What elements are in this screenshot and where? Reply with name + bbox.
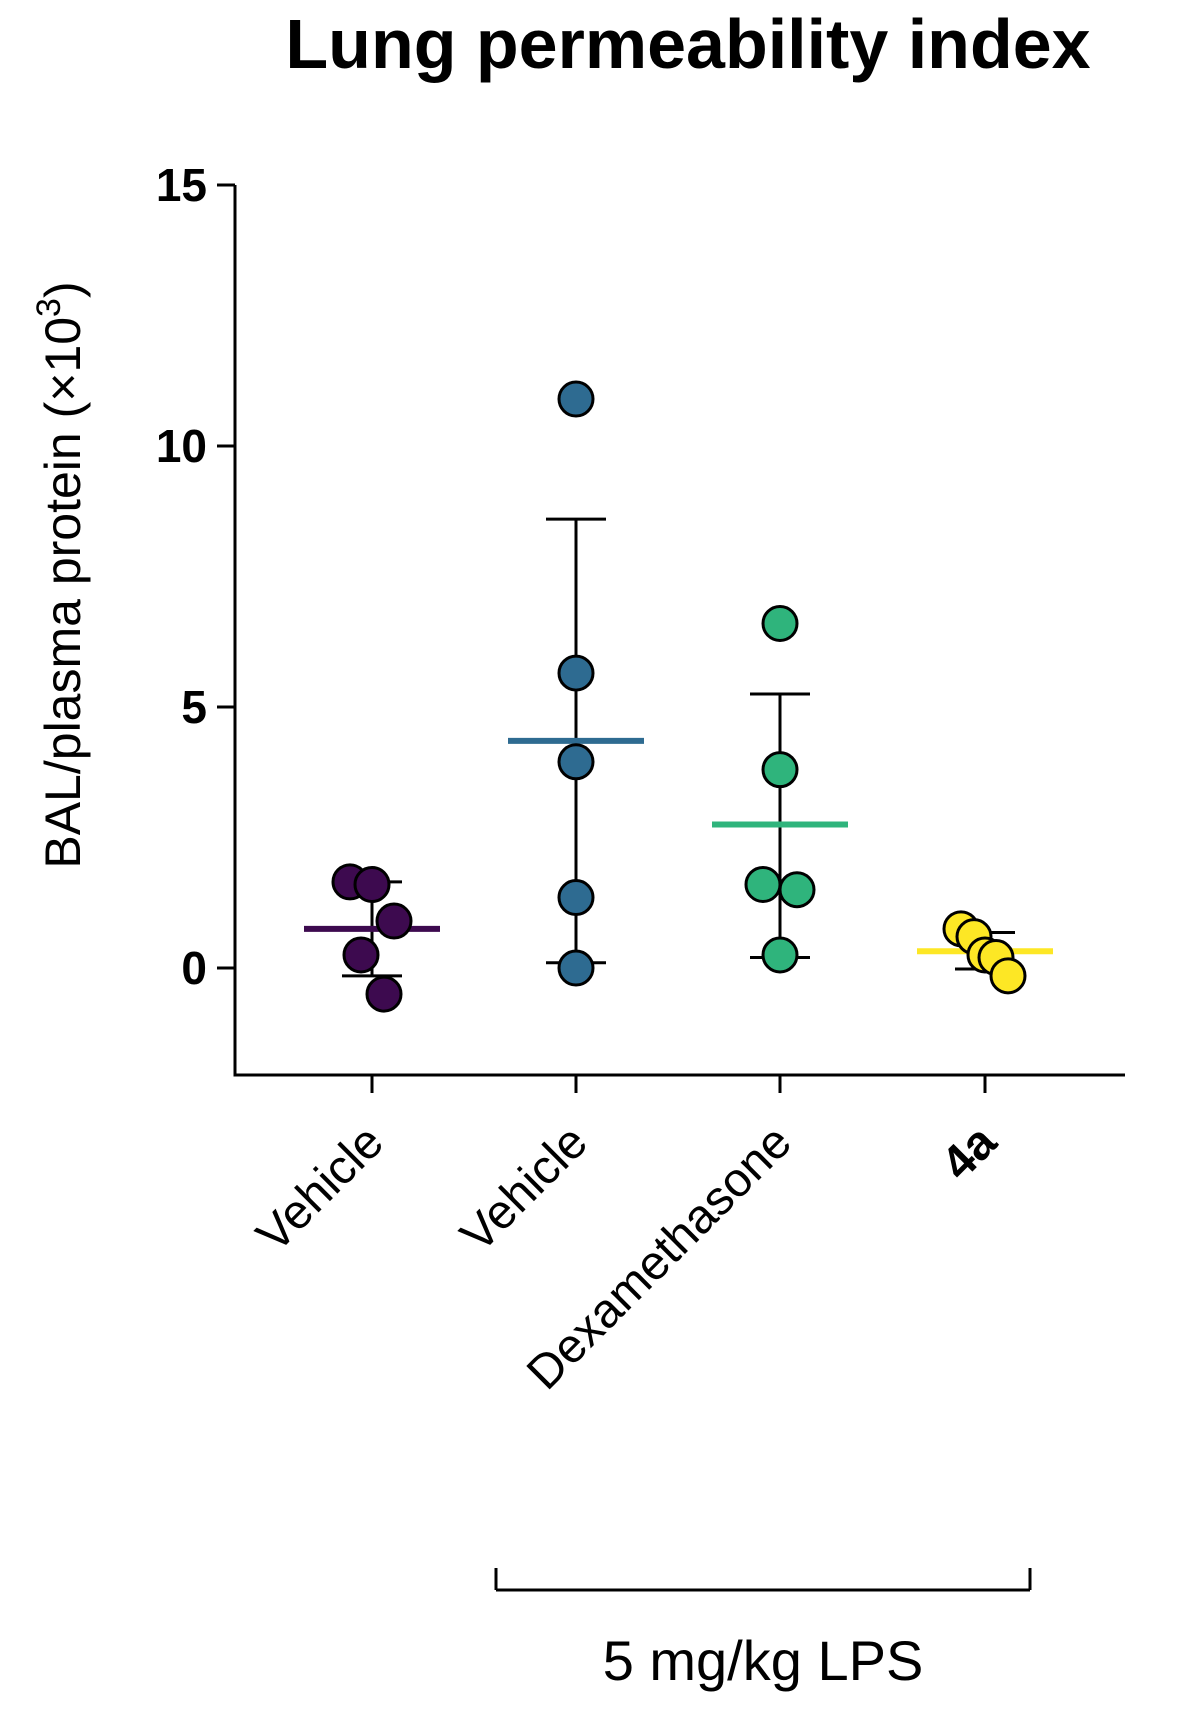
- data-point: [353, 865, 391, 903]
- y-tick-label: 5: [181, 681, 207, 733]
- chart-title: Lung permeability index: [285, 5, 1090, 83]
- y-axis-label-main: BAL/plasma protein (×10: [35, 317, 91, 869]
- y-axis-label-superscript: 3: [30, 298, 68, 317]
- x-tick-label: 4a: [932, 1115, 1007, 1190]
- lps-bracket: 5 mg/kg LPS: [494, 1568, 1032, 1692]
- data-point: [557, 743, 595, 781]
- y-ticks: 0 5 10 15: [156, 159, 235, 994]
- data-marks: [304, 380, 1053, 1013]
- x-tick-label: Vehicle: [247, 1115, 394, 1262]
- group-0: [304, 863, 440, 1013]
- data-point: [375, 902, 413, 940]
- data-point: [342, 936, 380, 974]
- data-point: [557, 879, 595, 917]
- data-point: [761, 604, 799, 642]
- data-point: [557, 949, 595, 987]
- y-tick-label: 0: [181, 942, 207, 994]
- data-point: [989, 957, 1027, 995]
- y-axis-label: BAL/plasma protein (×103): [30, 281, 91, 868]
- data-point: [365, 975, 403, 1013]
- data-point: [761, 936, 799, 974]
- y-axis-label-close: ): [35, 281, 91, 298]
- data-point: [557, 654, 595, 692]
- y-tick-label: 10: [156, 420, 207, 472]
- axes: [233, 185, 1125, 1077]
- group-2: [712, 604, 848, 974]
- group-3: [917, 910, 1053, 995]
- data-point: [557, 380, 595, 418]
- data-point: [761, 751, 799, 789]
- x-tick-label: Vehicle: [451, 1115, 598, 1262]
- bracket-label: 5 mg/kg LPS: [603, 1629, 924, 1692]
- group-1: [508, 380, 644, 987]
- data-point: [778, 871, 816, 909]
- data-point: [744, 865, 782, 903]
- y-tick-label: 15: [156, 159, 207, 211]
